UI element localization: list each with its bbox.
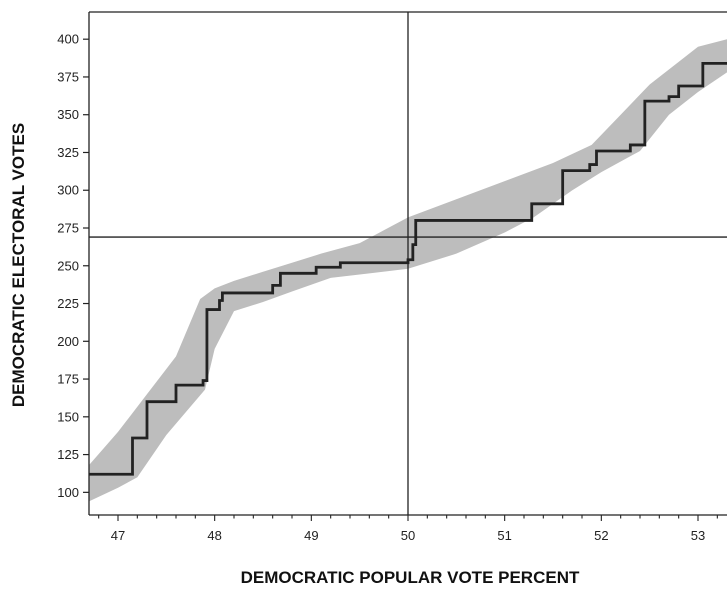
y-tick-label: 350 xyxy=(57,107,79,122)
y-tick-label: 100 xyxy=(57,485,79,500)
x-tick-label: 48 xyxy=(207,528,221,543)
x-tick-label: 52 xyxy=(594,528,608,543)
confidence-band xyxy=(89,39,727,502)
y-tick-label: 275 xyxy=(57,221,79,236)
y-tick-label: 325 xyxy=(57,145,79,160)
y-tick-label: 300 xyxy=(57,183,79,198)
y-tick-label: 250 xyxy=(57,258,79,273)
y-tick-label: 400 xyxy=(57,32,79,47)
x-tick-label: 51 xyxy=(497,528,511,543)
x-tick-label: 47 xyxy=(111,528,125,543)
step-line-series xyxy=(89,61,727,476)
x-tick-label: 49 xyxy=(304,528,318,543)
y-tick-label: 125 xyxy=(57,447,79,462)
y-tick-label: 150 xyxy=(57,409,79,424)
y-tick-label: 175 xyxy=(57,372,79,387)
y-tick-label: 200 xyxy=(57,334,79,349)
x-tick-label: 53 xyxy=(691,528,705,543)
y-axis-title: DEMOCRATIC ELECTORAL VOTES xyxy=(9,123,28,407)
x-axis-title: DEMOCRATIC POPULAR VOTE PERCENT xyxy=(241,568,580,587)
y-tick-label: 375 xyxy=(57,69,79,84)
x-tick-label: 50 xyxy=(401,528,415,543)
y-tick-label: 225 xyxy=(57,296,79,311)
